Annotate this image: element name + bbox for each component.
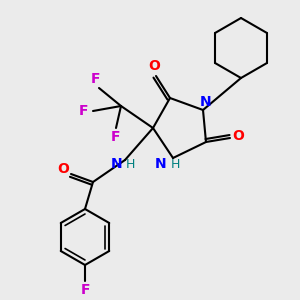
- Text: F: F: [80, 283, 90, 297]
- Text: F: F: [90, 72, 100, 86]
- Text: F: F: [111, 130, 121, 144]
- Text: N: N: [200, 95, 212, 109]
- Text: H: H: [125, 158, 135, 170]
- Text: N: N: [111, 157, 123, 171]
- Text: N: N: [155, 157, 167, 171]
- Text: O: O: [57, 162, 69, 176]
- Text: F: F: [79, 104, 89, 118]
- Text: O: O: [232, 129, 244, 143]
- Text: H: H: [170, 158, 180, 170]
- Text: O: O: [148, 59, 160, 73]
